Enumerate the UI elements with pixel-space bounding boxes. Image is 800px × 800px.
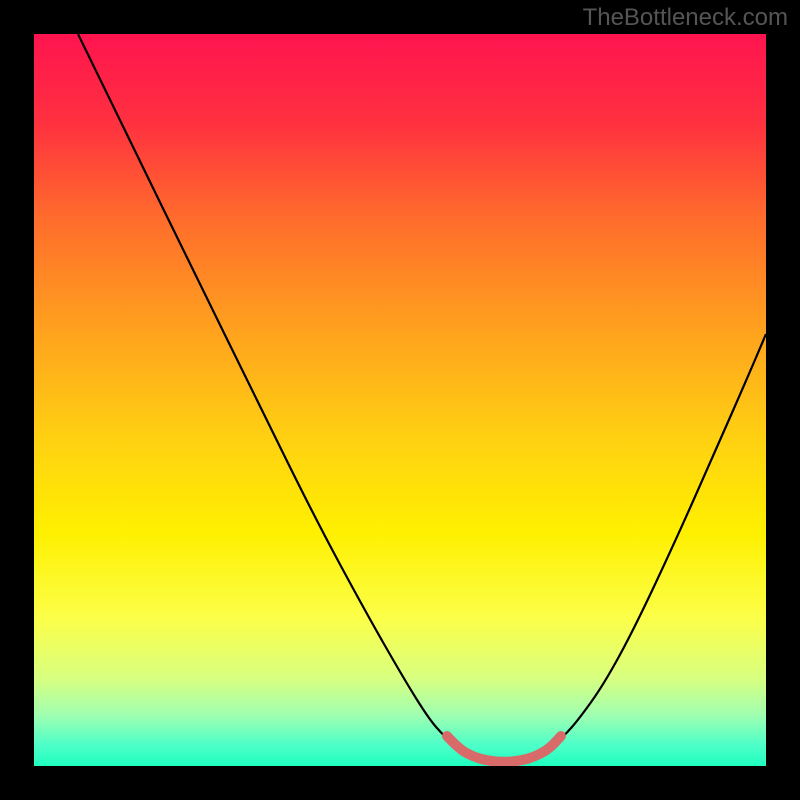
curve-layer	[34, 34, 766, 766]
optimal-zone-highlight	[447, 736, 561, 762]
watermark-text: TheBottleneck.com	[583, 4, 788, 32]
plot-area	[34, 34, 766, 766]
chart-container: TheBottleneck.com	[0, 0, 800, 800]
bottleneck-curve	[78, 34, 766, 762]
